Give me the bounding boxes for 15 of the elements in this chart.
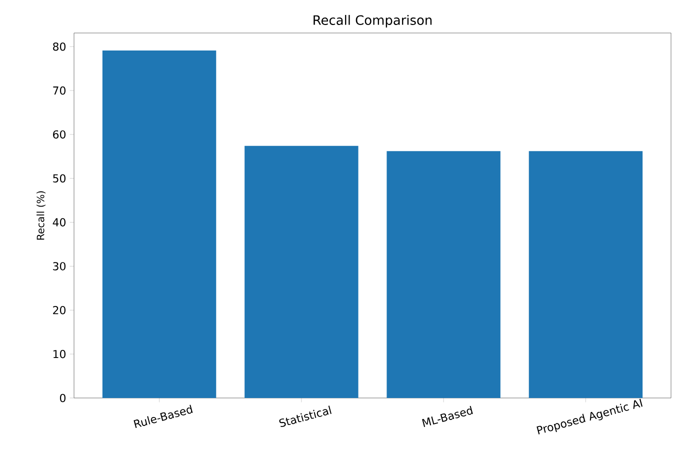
chart-title: Recall Comparison	[314, 14, 432, 28]
y-tick-label: 0	[60, 394, 66, 402]
bar	[386, 151, 500, 398]
y-tick-label: 50	[53, 174, 66, 183]
bar	[102, 50, 216, 398]
y-tick-label: 40	[52, 218, 66, 226]
y-axis-title: Recall (%)	[36, 191, 46, 240]
y-tick-label: 20	[53, 306, 66, 314]
y-tick-label: 70	[53, 86, 66, 95]
y-tick-label: 60	[53, 130, 66, 139]
y-tick-label: 10	[53, 350, 66, 358]
y-tick-label: 80	[53, 42, 66, 51]
bar	[244, 146, 358, 398]
bar	[528, 151, 643, 398]
y-tick-label: 30	[53, 262, 66, 270]
